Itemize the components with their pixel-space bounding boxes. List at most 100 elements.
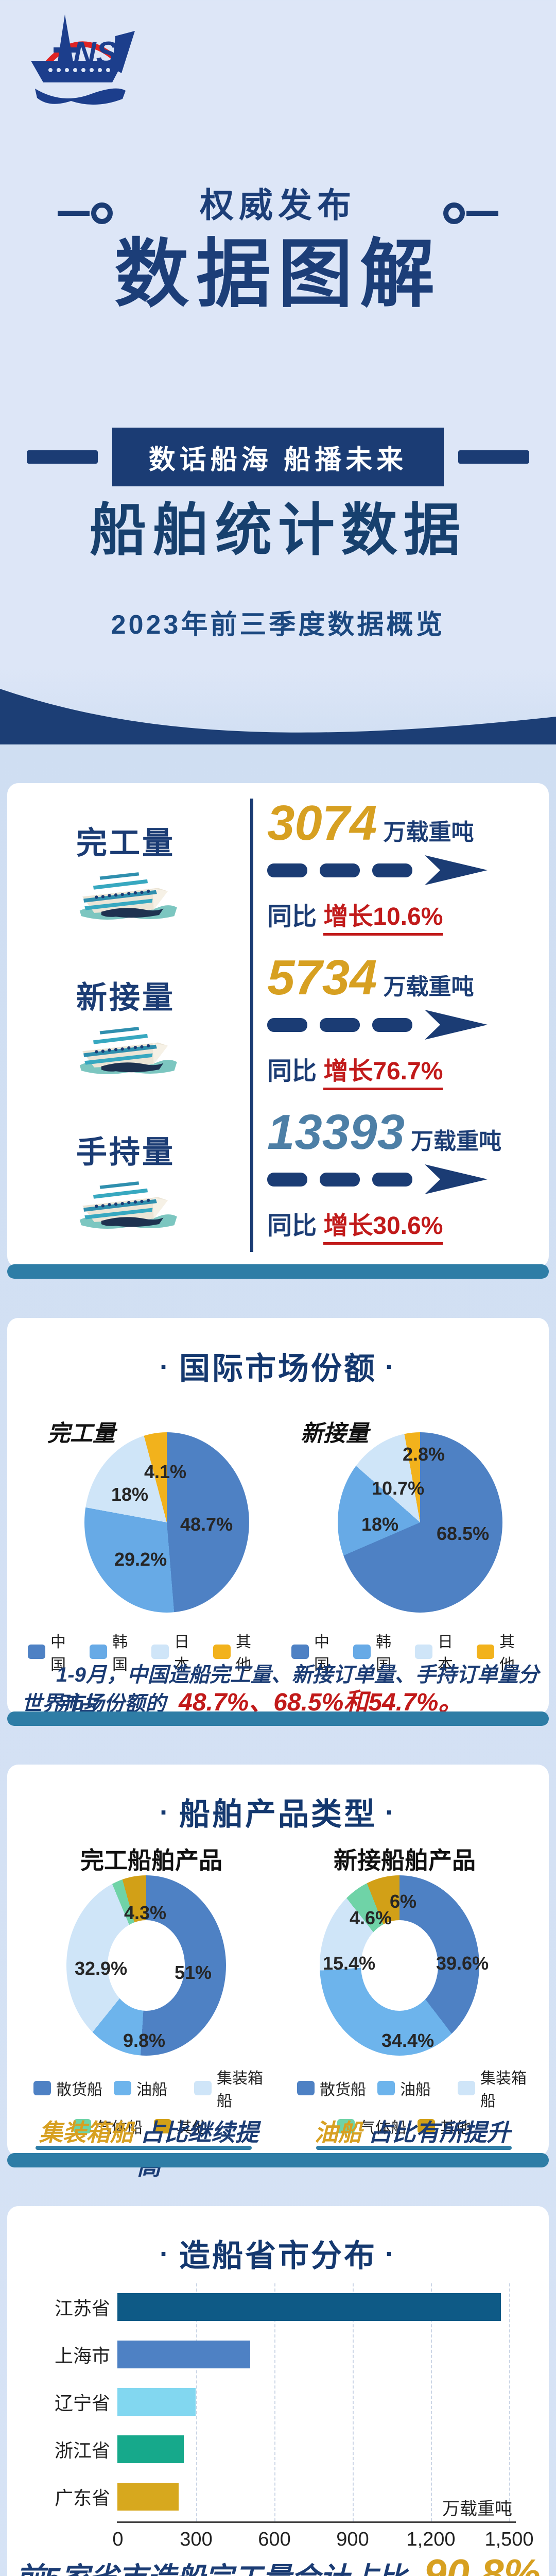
legend-item: 韩国 xyxy=(353,1629,405,1674)
ship-icon xyxy=(79,872,177,920)
province-row: 上海市 xyxy=(23,2331,532,2378)
summary-rows: 完工量 3074 万载重吨 同比 增长10.6% 新接量 5734 万载重吨 同比 增长76.… xyxy=(7,793,549,1257)
tanker-share-annotation: 油船 占比有所提升 xyxy=(314,2119,511,2146)
province-label: 江苏省 xyxy=(54,2298,110,2319)
legend-swatch xyxy=(458,2081,475,2095)
slice-label: 68.5% xyxy=(437,1523,490,1544)
province-label: 浙江省 xyxy=(54,2440,110,2461)
stat-yoy: 同比 增长10.6% xyxy=(267,896,545,936)
slice-label: 4.6% xyxy=(350,1907,392,1928)
neworders-pie-chart: 68.5% 18% 10.7% 2.8% xyxy=(338,1432,502,1613)
summary-divider xyxy=(250,799,253,1252)
stat-detail: 5734 万载重吨同比 增长76.7% xyxy=(267,950,545,1090)
release-badge: 权威发布 xyxy=(200,186,356,224)
slice-label: 4.3% xyxy=(124,1902,167,1923)
summary-card: 完工量 3074 万载重吨 同比 增长10.6% 新接量 5734 万载重吨 同比 增长76.… xyxy=(7,783,549,1267)
legend-swatch xyxy=(151,1645,169,1659)
axis-tick: 0 xyxy=(112,2529,124,2550)
axis-tick: 1,200 xyxy=(406,2529,456,2550)
completions-donut-chart: 51% 9.8% 32.9% 4.3% xyxy=(66,1875,226,2056)
slice-label: 51% xyxy=(175,1962,212,1983)
dashed-arrow-icon xyxy=(267,1164,488,1194)
slice-label: 9.8% xyxy=(123,2030,166,2051)
legend-swatch xyxy=(90,1645,107,1659)
gridline xyxy=(353,2283,354,2521)
province-conclusion-value: 90.8% xyxy=(423,2551,541,2576)
stat-yoy: 同比 增长30.6% xyxy=(267,1205,545,1245)
legend-swatch xyxy=(194,2081,212,2095)
legend-swatch xyxy=(377,2081,395,2095)
title-dot: · xyxy=(160,1351,171,1382)
completions-pie-block: 完工量 48.7% 29.2% 18% 4.1% xyxy=(33,1318,270,1648)
neworders-pie-legend: 中国 韩国 日本 其他 xyxy=(286,1627,533,1676)
stat-unit: 万载重吨 xyxy=(383,820,474,845)
neworders-donut-chart: 39.6% 34.4% 15.4% 4.6% 6% xyxy=(320,1875,489,2056)
market-note-line1: 1-9月，中国造船完工量、新接订单量、手持订单量分别占 xyxy=(56,1664,539,1716)
summary-row: 新接量 5734 万载重吨同比 增长76.7% xyxy=(7,948,549,1103)
slogan-banner: 数话船海 船播未来 xyxy=(112,428,444,486)
province-label: 广东省 xyxy=(54,2487,110,2509)
stat-label: 新接量 xyxy=(76,980,175,1015)
market-share-card: · 国际市场份额 · 完工量 48.7% 29.2% 18% 4.1% 新接量 68.5%… xyxy=(7,1318,549,1722)
legend-swatch xyxy=(477,1645,494,1659)
title-dot: · xyxy=(385,1797,396,1828)
page-title: 船舶统计数据 xyxy=(90,499,466,562)
province-conclusion: 前5家省市造船完工量合计占比 90.8% xyxy=(7,2550,549,2576)
slice-label: 29.2% xyxy=(114,1549,167,1570)
legend-item: 其他 xyxy=(418,2115,488,2138)
legend-item: 韩国 xyxy=(90,1629,141,1674)
stat-unit: 万载重吨 xyxy=(383,974,474,999)
legend-item: 气体船 xyxy=(74,2115,144,2138)
legend-item: 中国 xyxy=(28,1629,79,1674)
completions-pie-chart: 48.7% 29.2% 18% 4.1% xyxy=(84,1432,249,1613)
annotation-underline xyxy=(316,2146,512,2150)
summary-card-edge xyxy=(7,1264,549,1279)
province-bar xyxy=(117,2341,251,2368)
province-title: · 造船省市分布 · xyxy=(7,2231,549,2276)
legend-swatch xyxy=(213,1645,231,1659)
province-label: 上海市 xyxy=(54,2345,110,2366)
title-dot: · xyxy=(385,2239,396,2269)
header: NS 权威发布 数据图解 数话船海 船播未来 船舶统计数据 2023年前三季度数… xyxy=(0,0,556,752)
legend-item: 集装箱船 xyxy=(458,2065,528,2111)
legend-swatch xyxy=(418,2119,435,2133)
legend-item: 其他 xyxy=(154,2115,224,2138)
market-share-card-edge xyxy=(7,1711,549,1726)
stat-yoy: 同比 增长76.7% xyxy=(267,1050,545,1090)
stat-detail: 3074 万载重吨 同比 增长10.6% xyxy=(267,799,545,936)
gridline xyxy=(431,2283,432,2521)
dashed-arrow-icon xyxy=(267,855,488,885)
province-row: 辽宁省 xyxy=(23,2378,532,2426)
neworders-pie-block: 新接量 68.5% 18% 10.7% 2.8% xyxy=(286,1318,523,1648)
gridline xyxy=(509,2283,510,2521)
stat-label: 手持量 xyxy=(76,1135,175,1170)
province-row: 江苏省 xyxy=(23,2283,532,2331)
legend-item: 其他 xyxy=(213,1629,265,1674)
axis-tick: 600 xyxy=(258,2529,291,2550)
legend-swatch xyxy=(33,2081,51,2095)
pie-name-label: 新接量 xyxy=(301,1421,369,1446)
province-card: · 造船省市分布 · 江苏省 上海市 辽宁省 浙江省 广东省 0 300 600 900 1,200 1… xyxy=(7,2206,549,2576)
slice-label: 10.7% xyxy=(372,1478,425,1499)
legend-swatch xyxy=(114,2081,131,2095)
legend-swatch xyxy=(337,2119,355,2133)
stat-value: 13393 xyxy=(267,1105,405,1160)
left-dash-decor xyxy=(27,450,98,464)
stat-unit: 万载重吨 xyxy=(410,1129,501,1154)
legend-swatch xyxy=(297,2081,315,2095)
legend-item: 日本 xyxy=(151,1629,203,1674)
completions-donut-title: 完工船舶产品 xyxy=(80,1847,222,1874)
province-bar xyxy=(117,2435,184,2463)
province-bar xyxy=(117,2293,501,2321)
axis-tick: 900 xyxy=(336,2529,369,2550)
product-type-title: · 船舶产品类型 · xyxy=(7,1789,549,1834)
axis-unit: 万载重吨 xyxy=(442,2499,512,2519)
main-title: 数据图解 xyxy=(114,232,442,316)
stat-value: 5734 xyxy=(267,950,377,1005)
pie-name-label: 完工量 xyxy=(47,1421,115,1446)
page-subtitle: 2023年前三季度数据概览 xyxy=(111,610,445,640)
wave-decor xyxy=(0,689,556,744)
slice-label: 34.4% xyxy=(381,2030,435,2051)
stat-detail: 13393 万载重吨同比 增长30.6% xyxy=(267,1105,545,1245)
ship-icon xyxy=(79,1027,177,1075)
